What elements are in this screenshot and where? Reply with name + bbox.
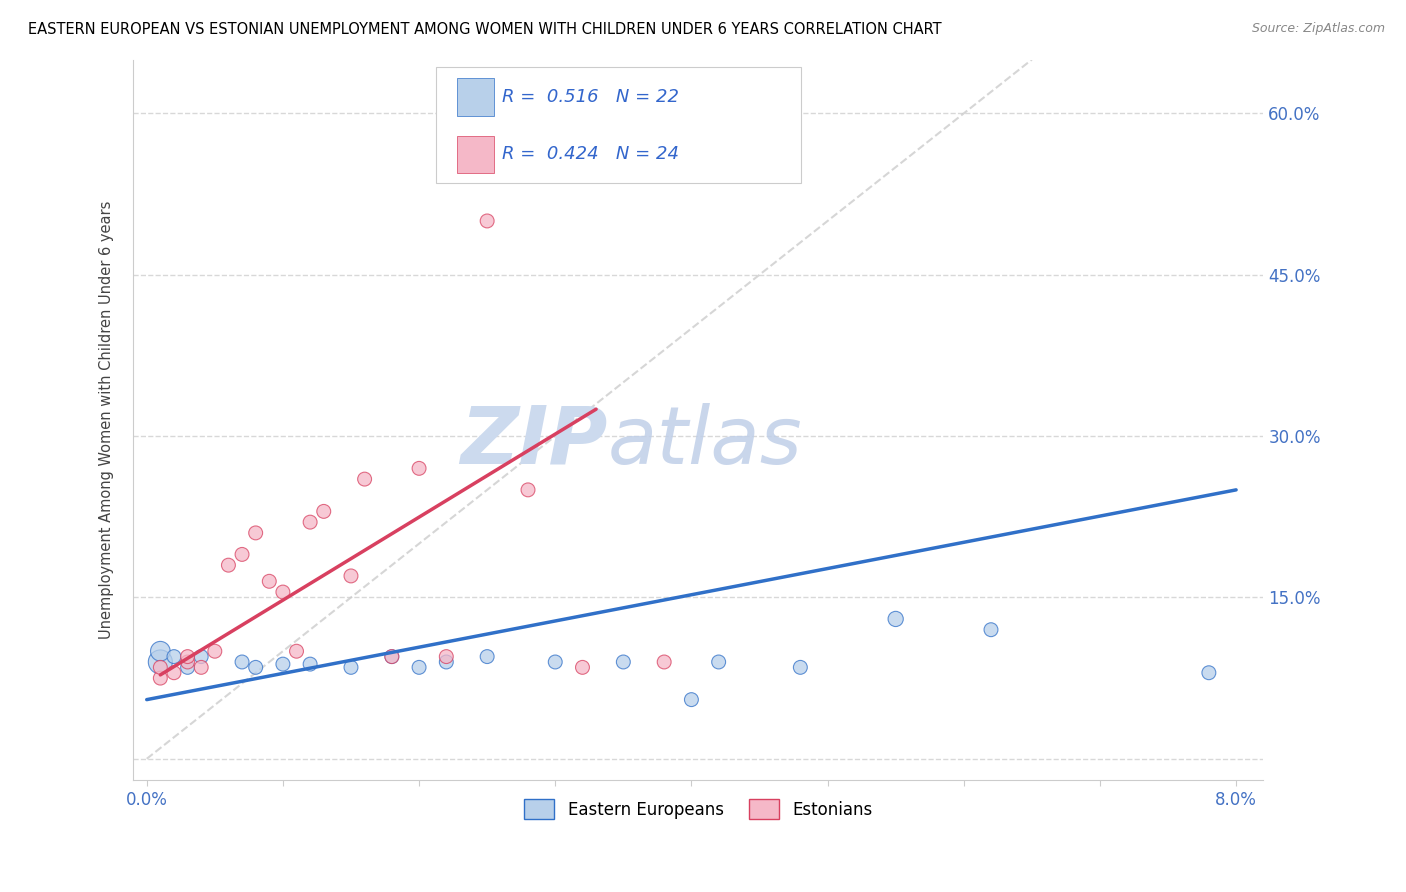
Point: [163, 649, 186, 664]
Point: [789, 660, 811, 674]
Point: [271, 657, 294, 672]
Point: [571, 660, 593, 674]
Point: [204, 644, 226, 658]
Point: [285, 644, 308, 658]
Point: [612, 655, 634, 669]
Point: [884, 612, 907, 626]
Y-axis label: Unemployment Among Women with Children Under 6 years: Unemployment Among Women with Children U…: [100, 201, 114, 640]
Point: [259, 574, 281, 589]
Point: [217, 558, 239, 573]
Point: [353, 472, 375, 486]
Point: [149, 655, 172, 669]
Text: atlas: atlas: [607, 402, 803, 481]
Point: [231, 655, 253, 669]
Point: [652, 655, 675, 669]
Text: R =  0.424   N = 24: R = 0.424 N = 24: [502, 145, 679, 163]
Point: [408, 461, 430, 475]
Point: [475, 649, 498, 664]
Point: [434, 649, 457, 664]
Point: [340, 569, 363, 583]
Point: [1198, 665, 1220, 680]
Point: [149, 644, 172, 658]
Point: [434, 655, 457, 669]
Legend: Eastern Europeans, Estonians: Eastern Europeans, Estonians: [517, 792, 879, 826]
Text: ZIP: ZIP: [460, 402, 607, 481]
Point: [299, 657, 322, 672]
Point: [299, 515, 322, 529]
Text: R =  0.516   N = 22: R = 0.516 N = 22: [502, 88, 679, 106]
Point: [381, 649, 404, 664]
Point: [681, 692, 703, 706]
Point: [149, 660, 172, 674]
Point: [176, 655, 198, 669]
Point: [980, 623, 1002, 637]
Text: Source: ZipAtlas.com: Source: ZipAtlas.com: [1251, 22, 1385, 36]
Point: [163, 665, 186, 680]
Point: [340, 660, 363, 674]
Point: [312, 504, 335, 518]
Text: EASTERN EUROPEAN VS ESTONIAN UNEMPLOYMENT AMONG WOMEN WITH CHILDREN UNDER 6 YEAR: EASTERN EUROPEAN VS ESTONIAN UNEMPLOYMEN…: [28, 22, 942, 37]
Point: [190, 660, 212, 674]
Point: [176, 660, 198, 674]
Point: [231, 548, 253, 562]
Point: [475, 214, 498, 228]
Point: [245, 660, 267, 674]
Point: [176, 649, 198, 664]
Point: [517, 483, 540, 497]
Point: [149, 671, 172, 685]
Point: [271, 585, 294, 599]
Point: [190, 649, 212, 664]
Point: [245, 525, 267, 540]
Point: [544, 655, 567, 669]
Point: [707, 655, 730, 669]
Point: [408, 660, 430, 674]
Point: [381, 649, 404, 664]
